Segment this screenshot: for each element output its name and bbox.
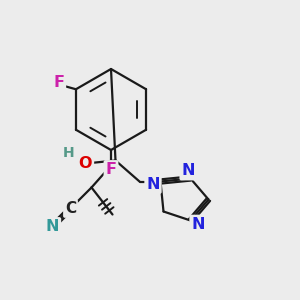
Text: N: N [191,217,205,232]
Text: F: F [106,162,116,177]
Text: N: N [46,219,59,234]
Text: F: F [53,75,64,90]
Text: O: O [79,156,92,171]
Text: H: H [63,146,75,160]
Text: N: N [146,177,160,192]
Text: C: C [65,201,76,216]
Text: N: N [181,164,195,178]
